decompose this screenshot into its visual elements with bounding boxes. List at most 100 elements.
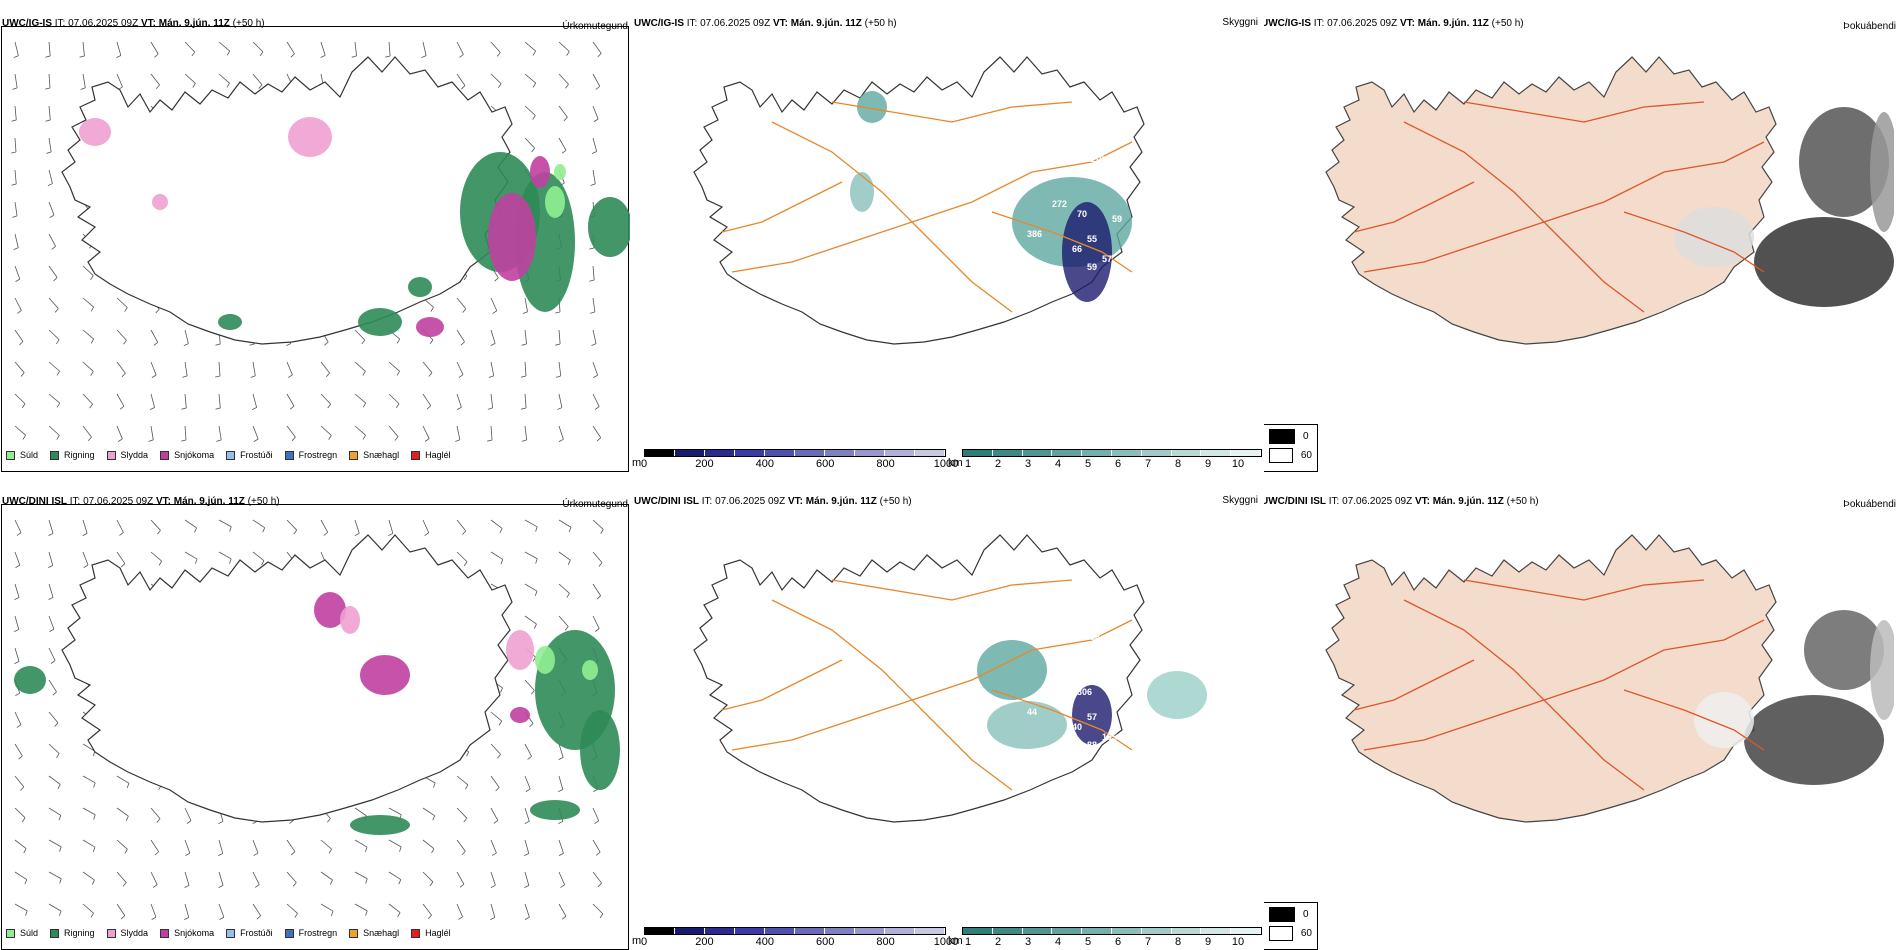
wind-barb — [558, 775, 564, 790]
visibility-tick-label: 3 — [1024, 936, 1032, 948]
wind-barb — [116, 393, 125, 407]
wind-barb — [422, 41, 427, 56]
road — [731, 141, 1133, 273]
wind-barb-flag — [57, 784, 61, 790]
legend-item-drizzle: Súld — [6, 450, 38, 460]
wind-barb — [14, 615, 20, 630]
wind-barb-flag — [488, 375, 494, 378]
wind-barb — [82, 871, 95, 881]
wind-barb — [82, 393, 93, 405]
wind-barb — [592, 519, 604, 530]
wind-barb — [456, 551, 468, 563]
wind-barb-flag — [598, 562, 603, 567]
wind-barb — [286, 519, 298, 531]
wind-barb-flag — [456, 406, 462, 410]
wind-barb-flag — [455, 439, 461, 442]
wind-barb-flag — [593, 374, 598, 378]
panel-precip-bottom: UWC/DINI ISL IT: 07.06.2025 09Z VT: Mán.… — [0, 490, 630, 950]
wind-barb — [116, 297, 128, 308]
wind-barb-flag — [56, 339, 60, 345]
wind-barb — [592, 329, 597, 344]
wind-barb-flag — [90, 306, 94, 312]
iceland-outline — [61, 56, 513, 345]
wind-barb-flag — [49, 214, 55, 218]
wind-barb-flag — [555, 343, 561, 346]
wind-barb-flag — [558, 852, 564, 856]
wind-barb-flag — [535, 558, 538, 564]
wind-barb-flag — [15, 692, 20, 696]
wind-barb-flag — [25, 910, 28, 916]
panel-label: Úrkomutegund — [562, 499, 628, 510]
precip-area — [554, 164, 566, 180]
wind-barb — [592, 871, 602, 884]
ceiling-label: 59 — [1087, 262, 1097, 272]
precip-area — [588, 197, 630, 257]
wind-barb — [252, 41, 264, 53]
wind-barb-flag — [466, 751, 469, 757]
wind-barb-flag — [251, 407, 257, 410]
wind-barb-flag — [597, 53, 602, 58]
wind-barb-flag — [218, 885, 224, 888]
legend-item-drizzle: Súld — [6, 928, 38, 938]
wind-barb-flag — [524, 916, 530, 920]
wind-barb-flag — [229, 526, 232, 532]
visibility-tick-label: 9 — [1204, 458, 1212, 470]
wind-barb — [456, 807, 468, 819]
wind-barb-flag — [82, 533, 88, 536]
wind-barb-flag — [458, 916, 463, 920]
roads — [1353, 579, 1765, 791]
wind-barb — [252, 425, 259, 440]
wind-barb — [490, 871, 496, 886]
wind-barb — [218, 425, 222, 440]
wind-barb-flag — [23, 848, 27, 854]
precip-areas — [79, 117, 630, 337]
wind-barb — [116, 871, 127, 883]
wind-barb-flag — [56, 370, 60, 376]
wind-barb-flag — [21, 817, 26, 823]
wind-barb-flag — [594, 628, 600, 632]
precip-area — [79, 118, 111, 146]
wind-barb-flag — [565, 84, 569, 89]
road — [1623, 211, 1765, 273]
wind-barb — [592, 839, 601, 853]
wind-barb-flag — [256, 915, 261, 920]
ceiling-ticks: 0 200 400 600 800 1000 — [641, 458, 958, 470]
precip-area — [288, 117, 332, 157]
ceiling-label: 5 — [1042, 269, 1047, 279]
precip-area — [510, 707, 530, 723]
colorbar-bin — [765, 450, 795, 456]
wind-barb — [48, 647, 56, 661]
fog-area — [1744, 695, 1884, 785]
wind-barb — [286, 839, 296, 852]
wind-barb — [320, 361, 330, 374]
wind-barb — [82, 807, 96, 816]
wind-barb — [184, 519, 197, 529]
wind-barb-flag — [11, 119, 17, 122]
wind-barb — [116, 551, 126, 564]
visibility-ticks: 1 2 3 4 5 6 7 8 9 10 — [962, 936, 1262, 948]
wind-barb — [116, 361, 126, 374]
wind-barb — [592, 393, 600, 407]
wind-barb — [82, 41, 85, 56]
wind-barb — [456, 903, 463, 918]
wind-barb-flag — [14, 629, 19, 632]
wind-barb-flag — [491, 852, 497, 856]
wind-barb-flag — [320, 55, 326, 58]
road — [1463, 101, 1705, 123]
wind-barb — [48, 265, 58, 278]
wind-barb — [48, 519, 54, 534]
wind-barb — [354, 871, 368, 880]
wind-barb — [48, 137, 52, 152]
wind-barb-flag — [426, 405, 431, 410]
wind-barb-flag — [294, 913, 298, 918]
wind-barb-flag — [397, 912, 401, 918]
wind-barb-flag — [521, 375, 527, 378]
wind-barb — [14, 807, 26, 819]
wind-barb-flag — [91, 879, 95, 885]
wind-barb — [524, 615, 537, 625]
wind-barb-flag — [54, 722, 59, 727]
wind-barb-flag — [154, 53, 159, 58]
wind-barb-flag — [194, 558, 198, 564]
